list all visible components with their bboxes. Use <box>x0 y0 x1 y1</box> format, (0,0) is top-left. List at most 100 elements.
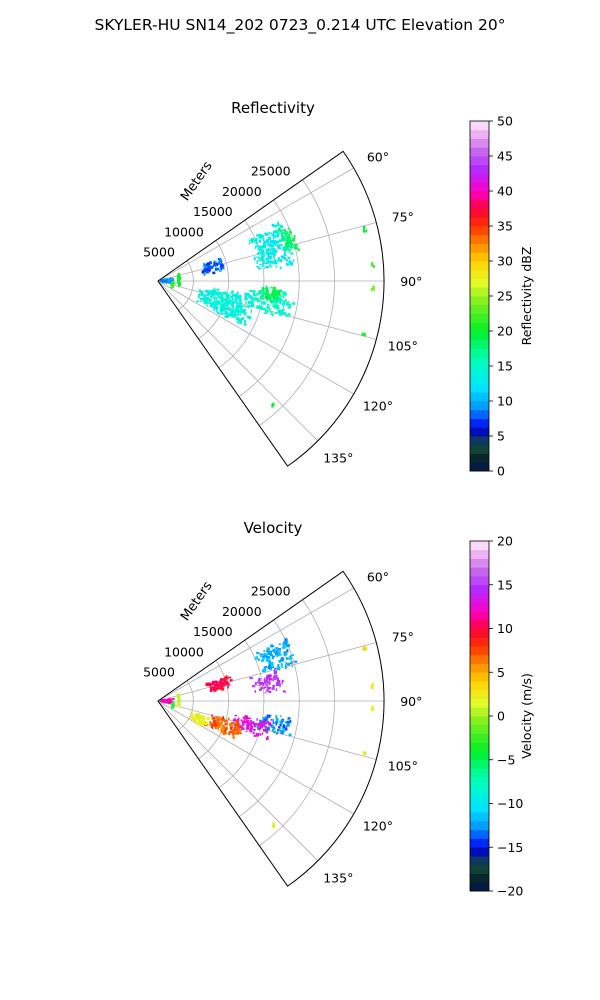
echo-cell <box>269 260 273 264</box>
echo-cell <box>292 259 295 262</box>
echo-cell <box>215 687 217 689</box>
echo-cell <box>213 297 216 299</box>
colorbar-segment <box>470 199 489 209</box>
echo-cell <box>266 303 270 306</box>
echo-cell <box>248 316 252 320</box>
echo-cell <box>232 732 234 736</box>
echo-cell <box>208 298 211 302</box>
echo-cell <box>289 262 294 266</box>
echo-cell <box>215 306 219 310</box>
echo-cell <box>226 294 230 298</box>
echo-cell <box>264 666 267 670</box>
echo-cell <box>279 298 281 300</box>
echo-cell <box>254 656 258 660</box>
echo-cell <box>263 723 265 727</box>
echo-cell <box>275 299 278 303</box>
echo-cell <box>259 263 262 266</box>
echo-cell <box>284 727 288 731</box>
echo-cell <box>282 729 285 733</box>
echo-cell <box>220 727 223 730</box>
echo-cell <box>257 251 260 256</box>
echo-cell <box>256 265 260 268</box>
echo-cell <box>243 320 247 323</box>
echo-cell <box>286 235 289 239</box>
echo-cell <box>291 242 293 247</box>
echo-cell <box>278 289 282 292</box>
echo-cell <box>372 287 375 291</box>
colorbar-segment <box>470 584 489 594</box>
colorbar-segment <box>470 733 489 743</box>
echo-cell <box>287 300 289 303</box>
echo-cell <box>277 726 281 729</box>
echo-cell <box>267 680 270 685</box>
echo-cell <box>246 292 250 296</box>
echo-cell <box>271 223 275 227</box>
echo-cell <box>210 725 213 729</box>
echo-cell <box>279 653 282 656</box>
colorbar-segment <box>470 191 489 201</box>
echo-cell <box>258 252 261 255</box>
echo-cell <box>244 292 247 297</box>
colorbar-segment <box>470 812 489 822</box>
echo-cell <box>268 674 272 678</box>
echo-cell <box>231 290 234 294</box>
echo-cell <box>264 725 267 728</box>
echo-cell <box>280 299 283 303</box>
echo-cell <box>268 687 271 690</box>
echo-cell <box>235 314 239 316</box>
colorbar-segment <box>470 217 489 227</box>
colorbar-segment <box>470 269 489 279</box>
theta-tick-label: 75° <box>392 209 414 224</box>
colorbar-segment <box>470 147 489 157</box>
echo-cell <box>250 309 253 313</box>
echo-cell <box>364 647 367 651</box>
theta-gridline <box>157 280 319 442</box>
echo-cell <box>259 653 263 656</box>
echo-cell <box>235 720 239 722</box>
range-ring <box>238 199 300 398</box>
echo-cell <box>242 721 244 725</box>
echo-cell <box>252 728 256 731</box>
echo-cell <box>217 296 221 299</box>
echo-cell <box>274 229 276 233</box>
echo-cell <box>272 239 277 243</box>
echo-cell <box>209 305 213 308</box>
echo-cell <box>265 727 268 730</box>
echo-cell <box>265 655 268 659</box>
echo-cell <box>286 720 290 725</box>
echo-cell <box>274 649 278 651</box>
echo-cell <box>209 683 213 685</box>
colorbar-segment <box>470 401 489 411</box>
echo-cell <box>273 298 277 301</box>
echo-cell <box>229 679 233 682</box>
echo-cell <box>294 243 298 247</box>
colorbar-segment <box>470 864 489 874</box>
colorbar-segment <box>470 821 489 831</box>
colorbar-segment <box>470 374 489 384</box>
echo-cell <box>240 719 243 722</box>
echo-cell <box>226 312 229 315</box>
echo-cell <box>233 315 235 318</box>
echo-cell <box>290 252 294 255</box>
echo-cell <box>293 236 296 240</box>
echo-cell <box>277 246 281 249</box>
echo-cell <box>240 294 242 297</box>
echo-cell <box>276 654 279 657</box>
echo-cell <box>282 642 286 646</box>
echo-cell <box>256 733 260 737</box>
echo-cell <box>255 237 258 241</box>
echo-cell <box>272 247 276 252</box>
echo-cell <box>254 682 257 686</box>
range-ring <box>178 680 194 731</box>
echo-cell <box>281 681 283 685</box>
echo-cell <box>255 234 260 237</box>
echo-cell <box>249 676 253 680</box>
echo-cell <box>284 234 288 238</box>
echo-cell <box>284 721 288 724</box>
echo-cell <box>274 293 277 296</box>
echo-cell <box>232 735 235 739</box>
colorbar-segment <box>470 602 489 612</box>
echo-cell <box>255 722 258 726</box>
echo-cell <box>250 304 254 308</box>
echo-cell <box>253 723 256 727</box>
